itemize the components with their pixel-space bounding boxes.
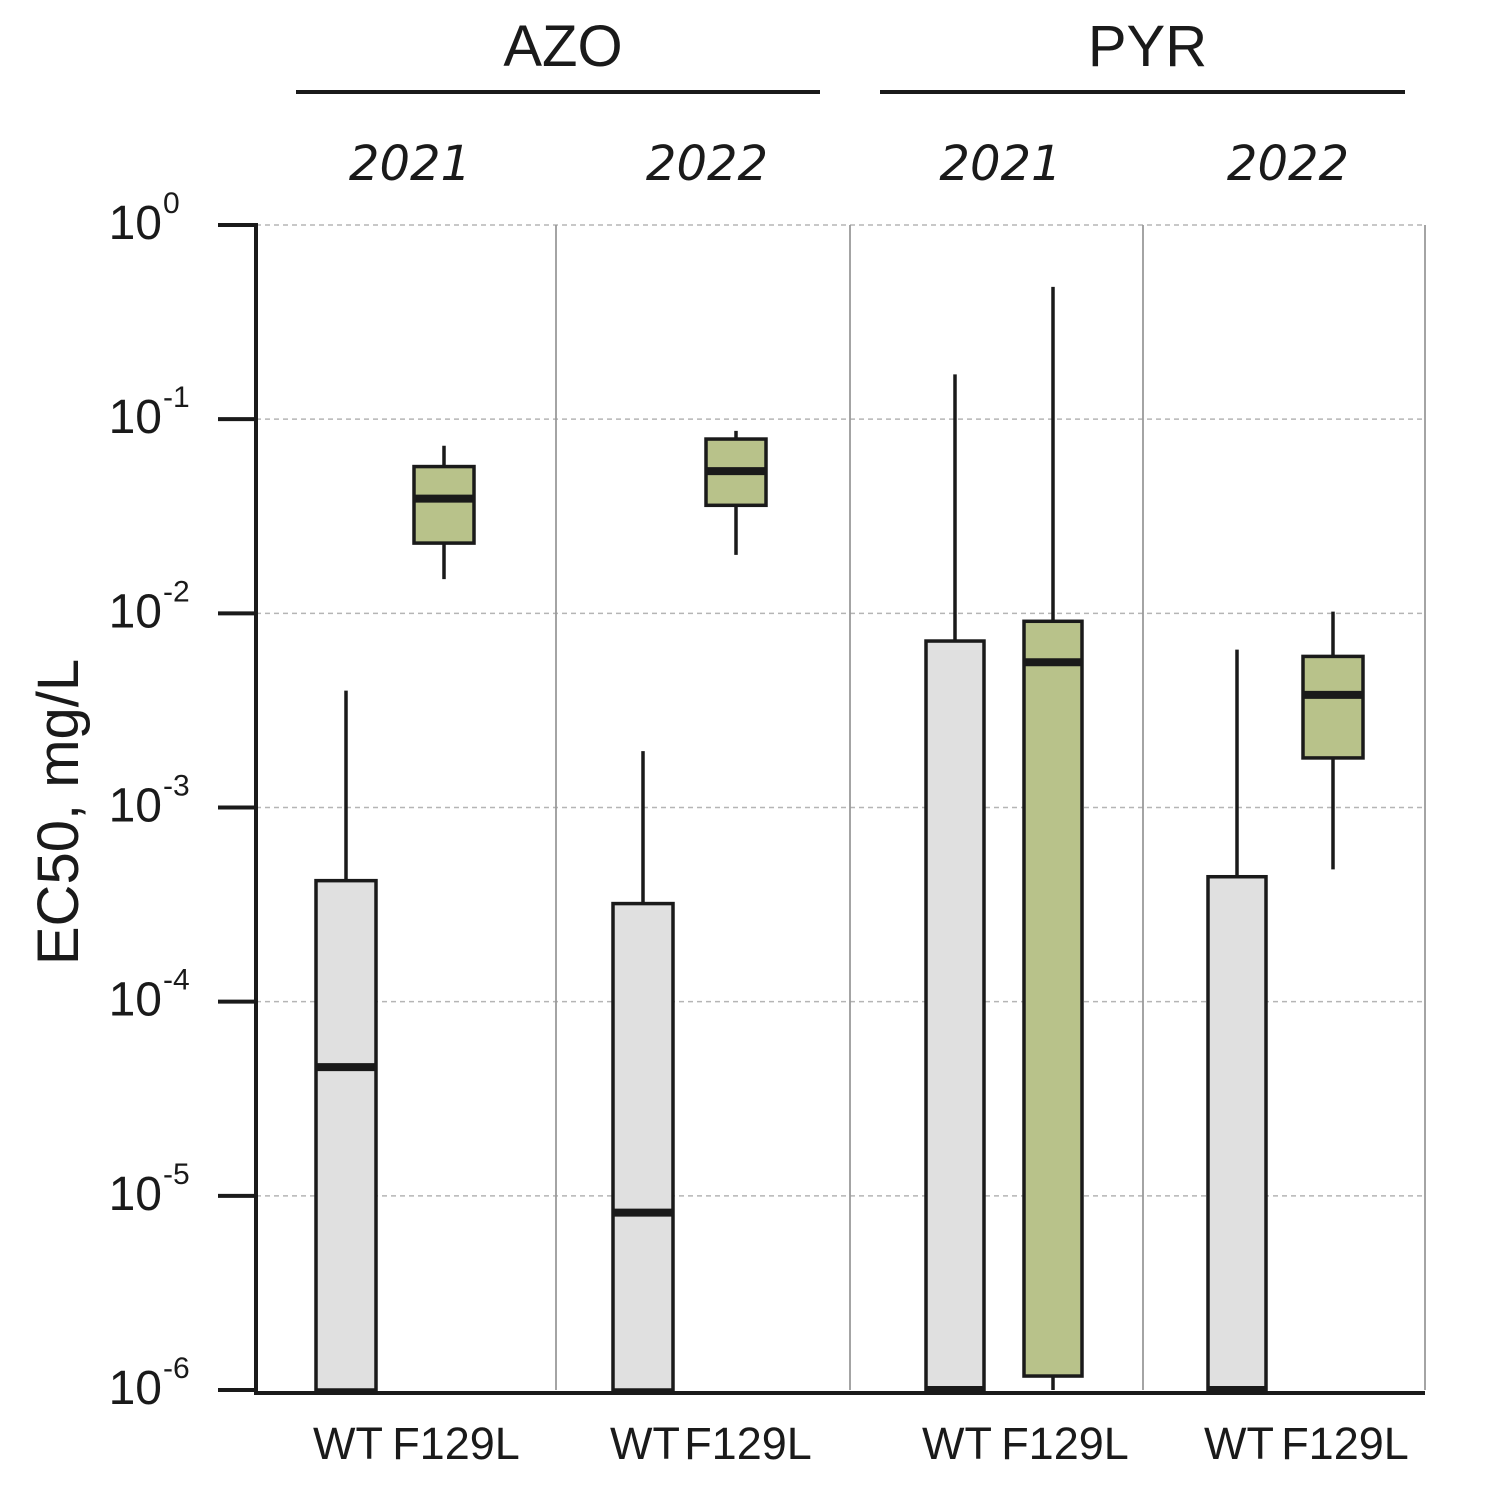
y-tick-label: 10: [109, 1362, 162, 1415]
y-tick-label: 10: [109, 974, 162, 1027]
y-tick-exponent: -3: [163, 770, 190, 803]
year-label: 2022: [646, 136, 768, 192]
y-tick-exponent: 0: [163, 187, 180, 220]
y-tick-label: 10: [109, 780, 162, 833]
year-label: 2022: [1227, 136, 1349, 192]
y-tick-label: 10: [109, 585, 162, 638]
x-tick-label: F129L: [1001, 1418, 1129, 1469]
box-wt: [1206, 874, 1268, 1392]
y-tick-label: 10: [109, 197, 162, 250]
y-tick-label: 10: [109, 1168, 162, 1221]
year-label: 2021: [349, 136, 471, 192]
compound-label: AZO: [503, 14, 622, 79]
y-tick-exponent: -4: [163, 964, 190, 997]
x-tick-label: WT: [1204, 1418, 1274, 1469]
y-tick-exponent: -6: [163, 1352, 190, 1385]
box-wt: [924, 639, 986, 1392]
box-wt: [314, 878, 378, 1392]
box-f129l: [1301, 654, 1365, 760]
compound-label: PYR: [1088, 14, 1207, 79]
y-tick-label: 10: [109, 391, 162, 444]
year-label: 2021: [939, 136, 1061, 192]
x-tick-label: WT: [313, 1418, 383, 1469]
x-tick-label: F129L: [392, 1418, 520, 1469]
y-tick-exponent: -1: [163, 381, 190, 414]
y-axis-label: EC50, mg/L: [26, 659, 91, 965]
box-f129l: [1022, 619, 1084, 1378]
y-tick-exponent: -2: [163, 575, 190, 608]
box-wt: [611, 901, 675, 1392]
x-tick-label: WT: [922, 1418, 992, 1469]
x-tick-label: F129L: [684, 1418, 812, 1469]
y-tick-exponent: -5: [163, 1158, 190, 1191]
x-tick-label: WT: [610, 1418, 680, 1469]
x-tick-label: F129L: [1281, 1418, 1409, 1469]
box-f129l: [412, 464, 476, 545]
